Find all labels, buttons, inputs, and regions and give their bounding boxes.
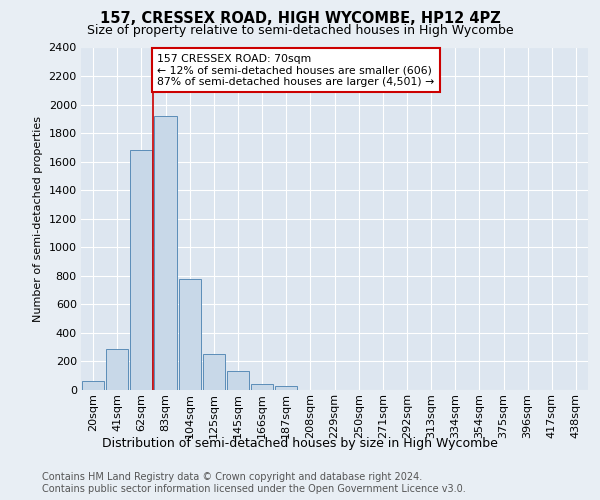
Text: Contains HM Land Registry data © Crown copyright and database right 2024.: Contains HM Land Registry data © Crown c… [42, 472, 422, 482]
Bar [227, 372, 249, 390]
Bar [130, 150, 152, 390]
Bar [106, 350, 128, 390]
Text: 157, CRESSEX ROAD, HIGH WYCOMBE, HP12 4PZ: 157, CRESSEX ROAD, HIGH WYCOMBE, HP12 4P… [100, 11, 500, 26]
Text: Contains public sector information licensed under the Open Government Licence v3: Contains public sector information licen… [42, 484, 466, 494]
Bar [275, 386, 298, 390]
Bar [82, 382, 104, 390]
Text: Distribution of semi-detached houses by size in High Wycombe: Distribution of semi-detached houses by … [102, 438, 498, 450]
Bar [179, 278, 201, 390]
Bar [154, 116, 176, 390]
Bar [203, 354, 225, 390]
Bar [251, 384, 273, 390]
Text: 157 CRESSEX ROAD: 70sqm
← 12% of semi-detached houses are smaller (606)
87% of s: 157 CRESSEX ROAD: 70sqm ← 12% of semi-de… [157, 54, 434, 87]
Text: Size of property relative to semi-detached houses in High Wycombe: Size of property relative to semi-detach… [86, 24, 514, 37]
Y-axis label: Number of semi-detached properties: Number of semi-detached properties [33, 116, 43, 322]
